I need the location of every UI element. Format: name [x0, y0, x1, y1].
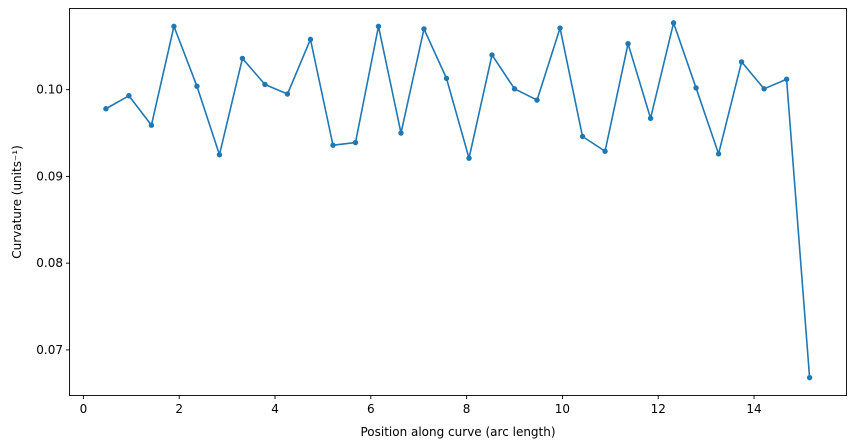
x-tick-label: 4 — [271, 402, 279, 416]
data-point — [103, 106, 109, 112]
data-point — [579, 133, 586, 140]
data-point-group — [103, 20, 813, 381]
y-axis-label: Curvature (units⁻¹) — [10, 145, 24, 259]
data-point — [216, 152, 223, 158]
data-point — [715, 151, 722, 157]
data-point — [602, 148, 608, 154]
data-point — [625, 40, 631, 47]
data-point — [375, 23, 382, 30]
data-point — [126, 93, 132, 99]
data-point — [557, 25, 563, 31]
tick-group: 0 2 4 6 8 10 12 14 0.07 0.08 0.09 0.10 — [36, 83, 761, 416]
y-tick-label: 0.08 — [36, 256, 63, 270]
data-point — [806, 374, 813, 381]
plot-frame — [69, 8, 847, 396]
data-point — [511, 86, 518, 92]
x-tick-label: 10 — [555, 402, 570, 416]
data-point — [534, 97, 540, 103]
data-point — [443, 75, 450, 82]
data-point — [307, 36, 314, 43]
x-tick-label: 14 — [746, 402, 761, 416]
data-point — [466, 155, 472, 161]
data-point — [171, 23, 177, 30]
x-tick-label: 0 — [80, 402, 88, 416]
data-point — [148, 122, 155, 128]
curvature-series-line — [105, 22, 811, 378]
x-tick-label: 12 — [651, 402, 666, 416]
y-tick-label: 0.09 — [36, 169, 63, 183]
data-point — [783, 76, 790, 82]
x-axis-label: Position along curve (arc length) — [360, 425, 555, 439]
data-point — [398, 130, 404, 136]
data-point — [330, 142, 336, 148]
data-point — [670, 20, 677, 26]
data-point — [262, 81, 268, 88]
y-tick-label: 0.10 — [36, 83, 63, 97]
data-point — [194, 83, 200, 89]
x-tick-label: 6 — [367, 402, 375, 416]
data-point — [284, 91, 291, 97]
data-point — [738, 59, 745, 65]
data-point — [647, 115, 654, 121]
data-point — [761, 86, 767, 92]
x-tick-label: 8 — [463, 402, 471, 416]
y-tick-label: 0.07 — [36, 343, 63, 357]
x-tick-label: 2 — [175, 402, 183, 416]
data-point — [693, 85, 699, 91]
data-point — [421, 26, 427, 32]
data-point — [489, 52, 495, 58]
data-point — [239, 55, 246, 62]
data-point — [352, 139, 359, 146]
